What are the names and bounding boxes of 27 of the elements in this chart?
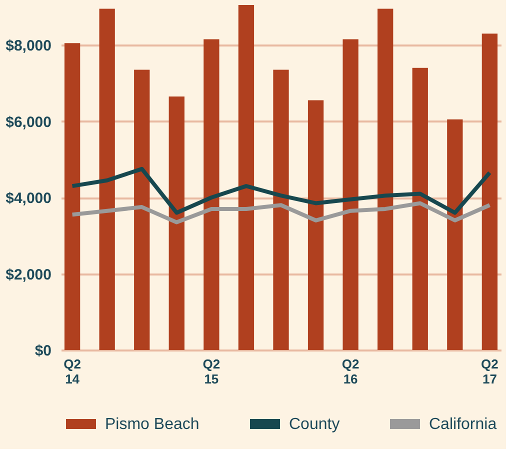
y-tick-label: $2,000 <box>6 266 52 284</box>
line-series <box>70 201 492 224</box>
bar <box>273 70 289 350</box>
y-tick-label: $0 <box>34 342 52 360</box>
legend-label: California <box>429 416 497 433</box>
bar <box>134 70 150 350</box>
bar <box>168 96 184 350</box>
x-tick-label: Q2 15 <box>202 356 220 386</box>
bar <box>99 8 115 350</box>
y-tick-label: $4,000 <box>6 190 52 208</box>
bar <box>204 39 220 350</box>
x-tick-label: Q2 17 <box>481 356 498 386</box>
bar <box>378 8 394 350</box>
bar <box>447 119 463 350</box>
x-tick-label: Q2 14 <box>64 356 81 386</box>
bar <box>342 39 358 350</box>
line-series <box>70 166 492 215</box>
x-tick-label: Q2 16 <box>342 356 360 386</box>
bar <box>482 34 498 350</box>
legend-label: County <box>289 416 340 433</box>
bar <box>64 43 80 350</box>
bar <box>412 68 428 350</box>
y-tick-label: $6,000 <box>6 114 52 131</box>
y-tick-label: $8,000 <box>6 38 52 55</box>
legend-label: Pismo Beach <box>105 416 200 433</box>
bar <box>308 100 324 350</box>
bar <box>238 5 254 350</box>
